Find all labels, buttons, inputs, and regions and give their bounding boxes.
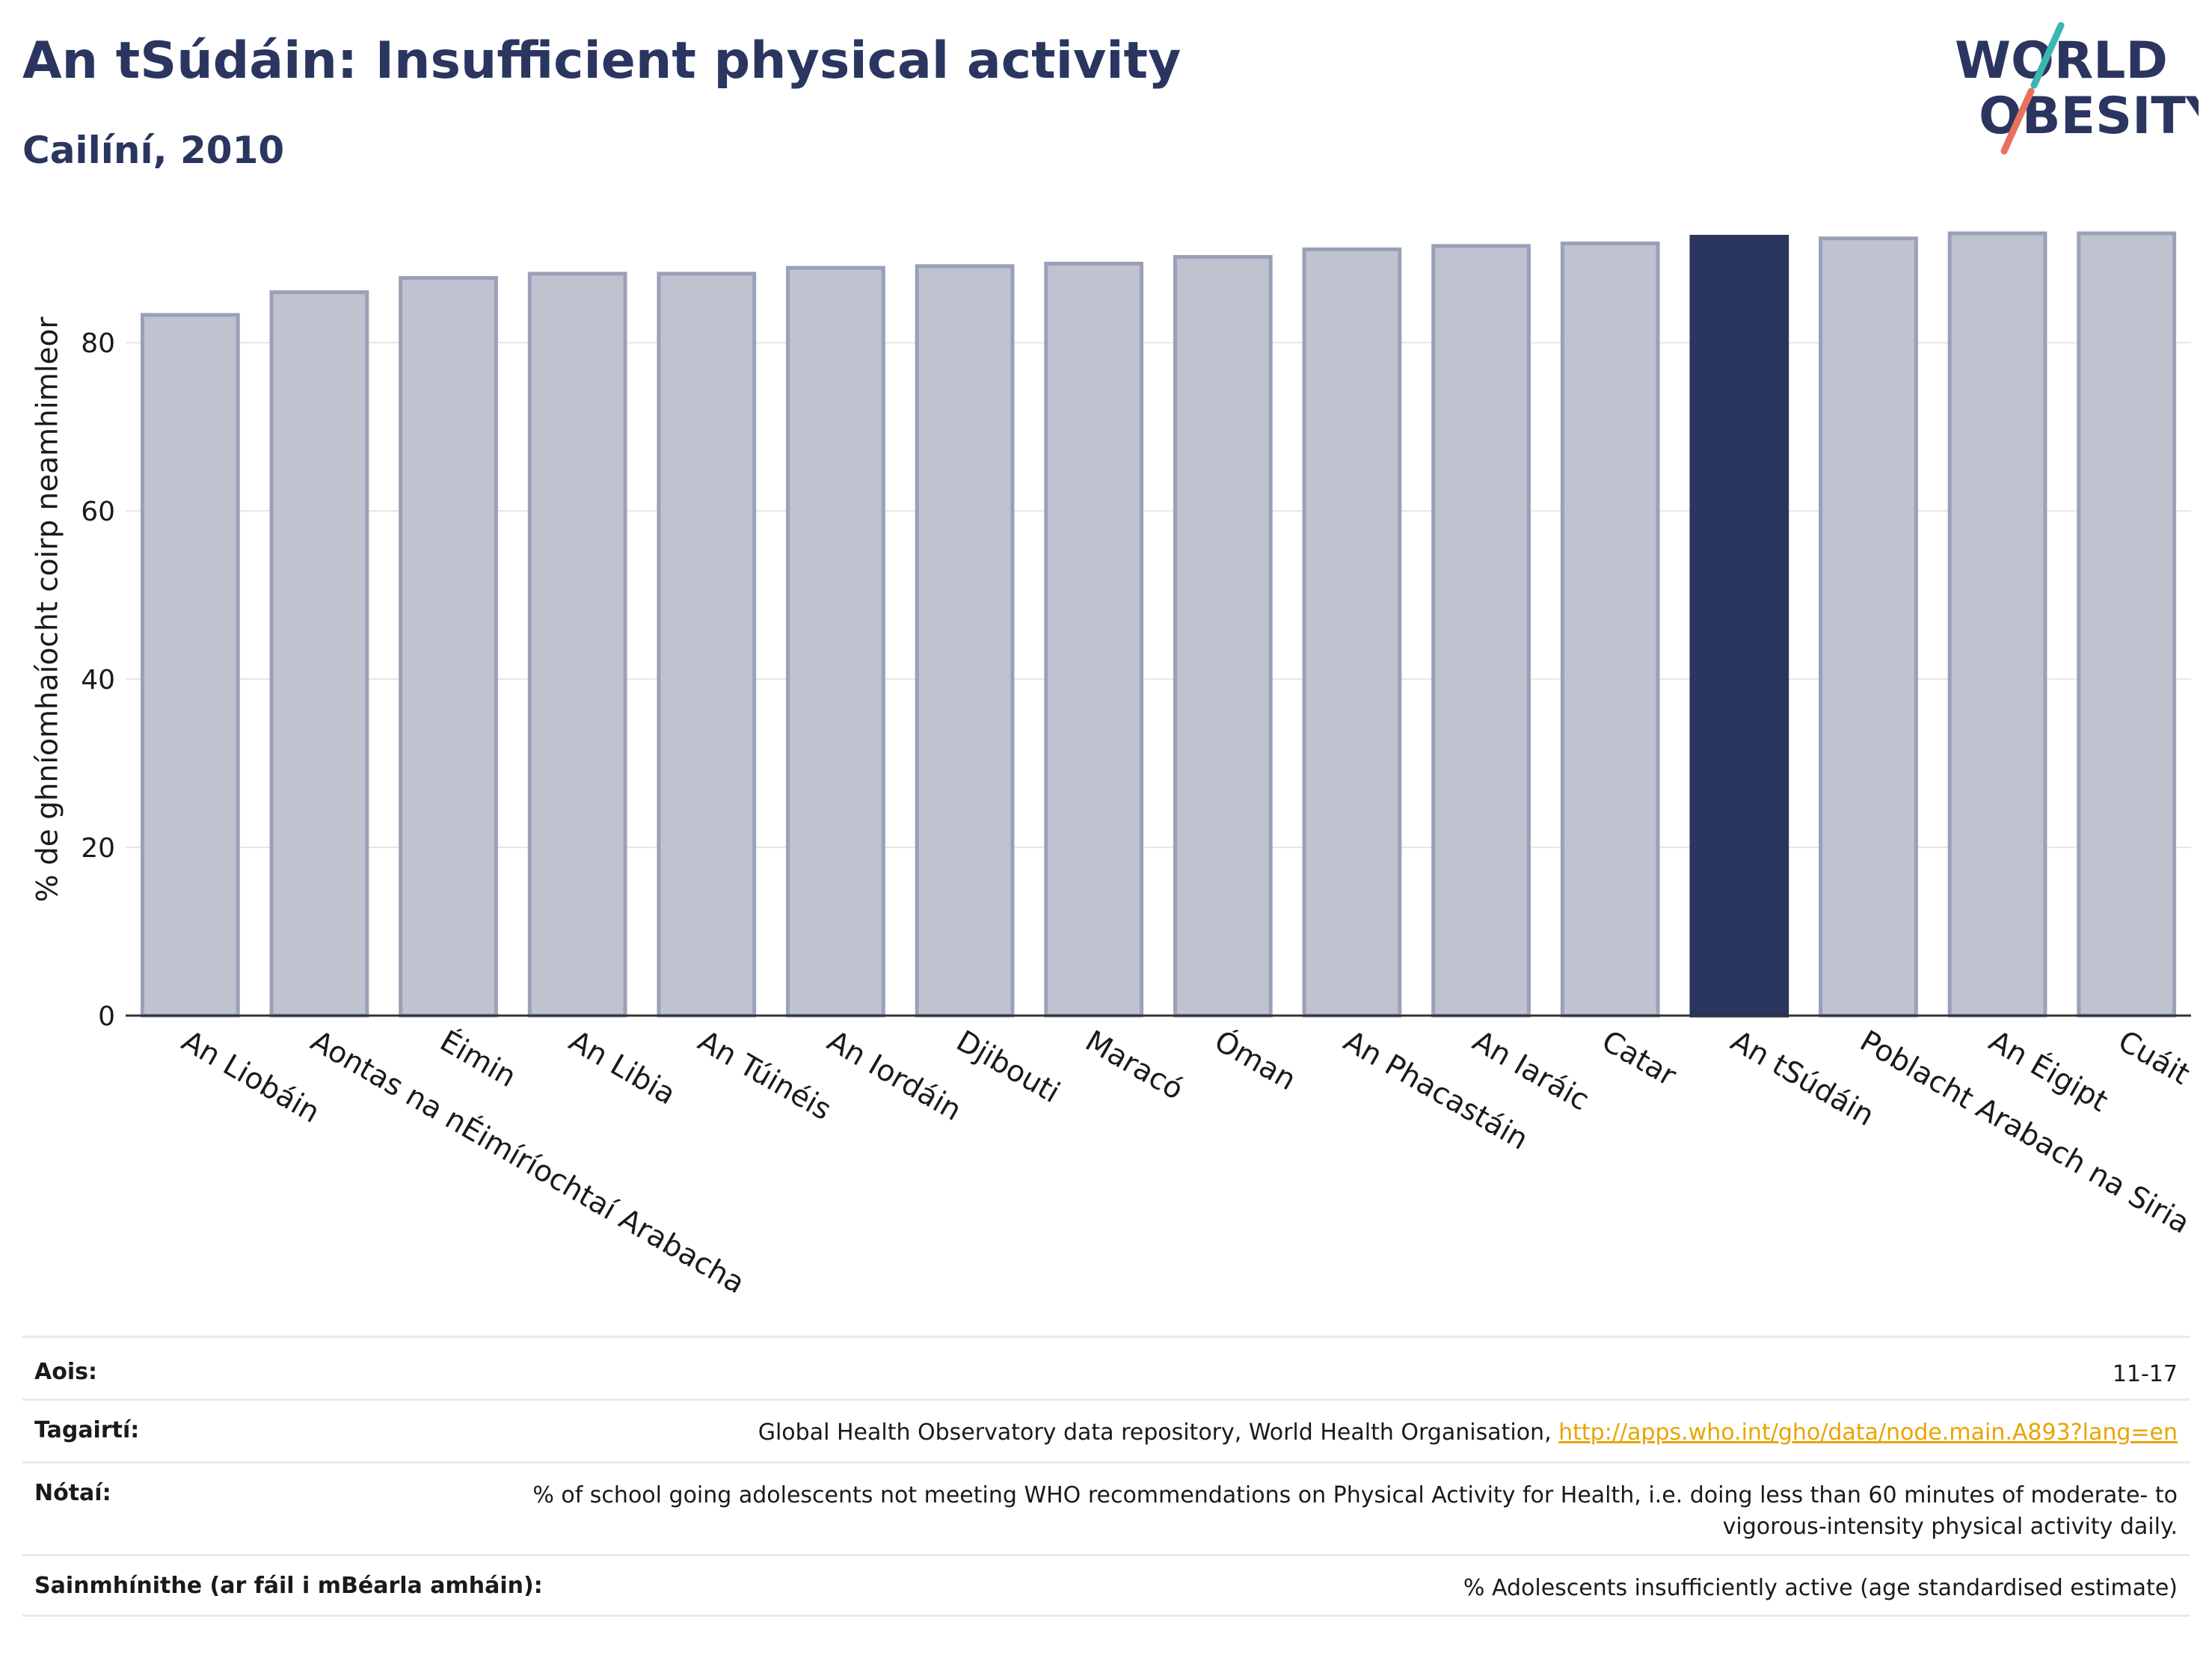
x-tick-label: Catar: [1596, 1025, 1682, 1094]
y-tick-label: 20: [81, 833, 115, 864]
x-tick-label: Éimin: [434, 1023, 523, 1094]
y-tick-labels: 0 20 40 60 80: [81, 328, 115, 1032]
reference-link[interactable]: http://apps.who.int/gho/data/node.main.A…: [1558, 1419, 2178, 1446]
logo-slash-teal: [2030, 22, 2065, 89]
meta-value: % Adolescents insufficiently active (age…: [1463, 1575, 2178, 1601]
bar-8[interactable]: [1173, 254, 1273, 1018]
bar-3[interactable]: [527, 271, 627, 1018]
bar-7[interactable]: [1044, 261, 1144, 1018]
y-tick-label: 60: [81, 497, 115, 527]
x-tick-label: An Túinéis: [692, 1025, 837, 1128]
bar-12[interactable]: [1689, 234, 1789, 1018]
bar-2[interactable]: [399, 276, 498, 1018]
x-tick-label: An Liobáin: [176, 1025, 325, 1130]
x-tick-label: An tSúdáin: [1725, 1025, 1880, 1133]
meta-value: Global Health Observatory data repositor…: [758, 1417, 2190, 1449]
y-tick-label: 0: [98, 1001, 115, 1032]
y-tick-label: 80: [81, 328, 115, 359]
y-tick-label: 40: [81, 665, 115, 696]
meta-key: Sainmhínithe (ar fáil i mBéarla amháin):: [34, 1573, 543, 1599]
logo-text-world: WORLD: [1955, 31, 2168, 90]
meta-row-notes: Nótaí: % of school going adolescents not…: [22, 1461, 2190, 1554]
x-tick-label: Cuáit: [2113, 1025, 2196, 1092]
x-tick-label: Aontas na nÉimíríochtaí Arabacha: [305, 1023, 751, 1301]
logo-slash-coral: [2000, 87, 2035, 155]
x-tick-label: Maracó: [1080, 1025, 1189, 1107]
page-subtitle: Cailíní, 2010: [22, 129, 285, 172]
page-title: An tSúdáin: Insufficient physical activi…: [22, 31, 1182, 90]
bars-layer: [140, 231, 2177, 1018]
bar-5[interactable]: [786, 265, 885, 1018]
meta-row-definitions: Sainmhínithe (ar fáil i mBéarla amháin):…: [22, 1554, 2190, 1617]
meta-key: Nótaí:: [34, 1480, 111, 1506]
meta-key: Aois:: [34, 1359, 97, 1385]
meta-key: Tagairtí:: [34, 1417, 140, 1443]
bar-6[interactable]: [915, 264, 1015, 1018]
bar-13[interactable]: [1819, 236, 1918, 1018]
logo-text-obesity: OBESITY: [1979, 87, 2199, 146]
x-tick-label: Djibouti: [950, 1025, 1065, 1111]
meta-value: % of school going adolescents not meetin…: [532, 1482, 2178, 1540]
bar-4[interactable]: [657, 271, 757, 1018]
meta-row-references: Tagairtí: Global Health Observatory data…: [22, 1398, 2190, 1461]
bar-1[interactable]: [269, 290, 369, 1018]
bar-11[interactable]: [1560, 241, 1660, 1018]
x-tick-label: Óman: [1208, 1023, 1302, 1097]
reference-text: Global Health Observatory data repositor…: [758, 1419, 1559, 1446]
y-axis-label: % de ghníomhaíocht coirp neamhimleor: [31, 316, 65, 903]
bar-0[interactable]: [140, 313, 240, 1018]
bar-14[interactable]: [1947, 231, 2047, 1018]
x-tick-label: An Iordáin: [821, 1025, 967, 1128]
bar-9[interactable]: [1302, 247, 1402, 1018]
world-obesity-logo: WORLD OBESITY: [1955, 22, 2199, 155]
meta-value: 11-17: [2112, 1361, 2178, 1387]
x-tick-label: An Libia: [563, 1025, 681, 1112]
metadata-table: Aois: 11-17 Tagairtí: Global Health Obse…: [22, 1336, 2190, 1617]
bar-15[interactable]: [2077, 231, 2177, 1018]
meta-row-age: Aois: 11-17: [22, 1336, 2190, 1398]
bar-10[interactable]: [1431, 244, 1531, 1018]
